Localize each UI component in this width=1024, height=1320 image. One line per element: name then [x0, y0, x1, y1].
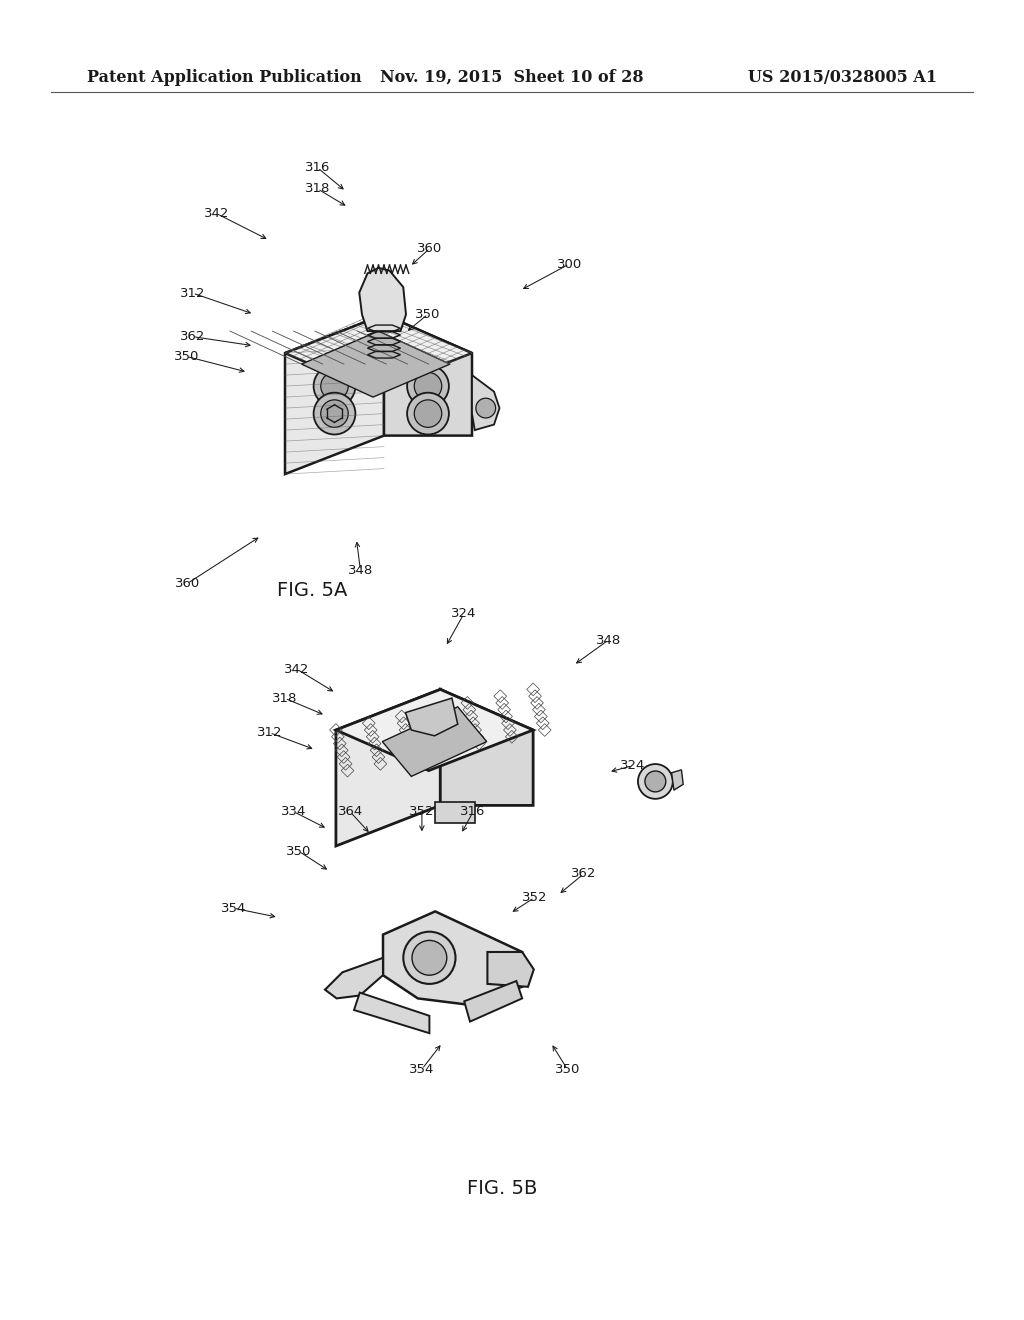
Text: 350: 350 [174, 350, 199, 363]
Circle shape [313, 393, 355, 434]
Text: 300: 300 [557, 257, 582, 271]
Circle shape [638, 764, 673, 799]
Circle shape [408, 366, 449, 407]
Polygon shape [359, 268, 406, 331]
Polygon shape [382, 706, 486, 776]
Circle shape [321, 372, 348, 400]
Text: 348: 348 [348, 564, 373, 577]
Polygon shape [354, 993, 429, 1034]
Text: 362: 362 [571, 867, 596, 880]
Polygon shape [285, 314, 472, 392]
Text: 350: 350 [287, 845, 311, 858]
Text: 362: 362 [180, 330, 205, 343]
Polygon shape [672, 770, 683, 791]
Text: 334: 334 [282, 805, 306, 818]
Text: 318: 318 [272, 692, 297, 705]
Circle shape [408, 393, 449, 434]
Polygon shape [434, 803, 475, 822]
Text: 350: 350 [555, 1063, 580, 1076]
Text: Patent Application Publication: Patent Application Publication [87, 69, 361, 86]
Text: 324: 324 [452, 607, 476, 620]
Text: 342: 342 [205, 207, 229, 220]
Text: 316: 316 [461, 805, 485, 818]
Polygon shape [285, 314, 384, 474]
Circle shape [645, 771, 666, 792]
Text: Nov. 19, 2015  Sheet 10 of 28: Nov. 19, 2015 Sheet 10 of 28 [380, 69, 644, 86]
Text: 360: 360 [418, 242, 442, 255]
Polygon shape [472, 375, 500, 430]
Circle shape [321, 400, 348, 428]
Polygon shape [384, 314, 472, 436]
Circle shape [313, 366, 355, 407]
Circle shape [415, 372, 441, 400]
Circle shape [476, 399, 496, 418]
Text: 350: 350 [416, 308, 440, 321]
Circle shape [415, 400, 441, 428]
Text: 360: 360 [175, 577, 200, 590]
Polygon shape [301, 331, 450, 397]
Text: US 2015/0328005 A1: US 2015/0328005 A1 [748, 69, 937, 86]
Polygon shape [336, 689, 534, 771]
Text: 312: 312 [180, 286, 205, 300]
Text: 354: 354 [410, 1063, 434, 1076]
Text: 364: 364 [338, 805, 362, 818]
Polygon shape [487, 952, 534, 987]
Text: 352: 352 [410, 805, 434, 818]
Polygon shape [440, 689, 534, 805]
Text: FIG. 5A: FIG. 5A [278, 581, 347, 599]
Polygon shape [383, 911, 522, 1005]
Polygon shape [325, 958, 383, 998]
Polygon shape [406, 698, 458, 735]
Text: 318: 318 [305, 182, 330, 195]
Text: 316: 316 [305, 161, 330, 174]
Text: 324: 324 [621, 759, 645, 772]
Text: 354: 354 [221, 902, 246, 915]
Text: 352: 352 [522, 891, 547, 904]
Text: 348: 348 [596, 634, 621, 647]
Text: 342: 342 [285, 663, 309, 676]
Circle shape [412, 940, 446, 975]
Text: FIG. 5B: FIG. 5B [467, 1179, 537, 1197]
Circle shape [403, 932, 456, 983]
Polygon shape [336, 689, 440, 846]
Polygon shape [464, 981, 522, 1022]
Text: 312: 312 [257, 726, 282, 739]
